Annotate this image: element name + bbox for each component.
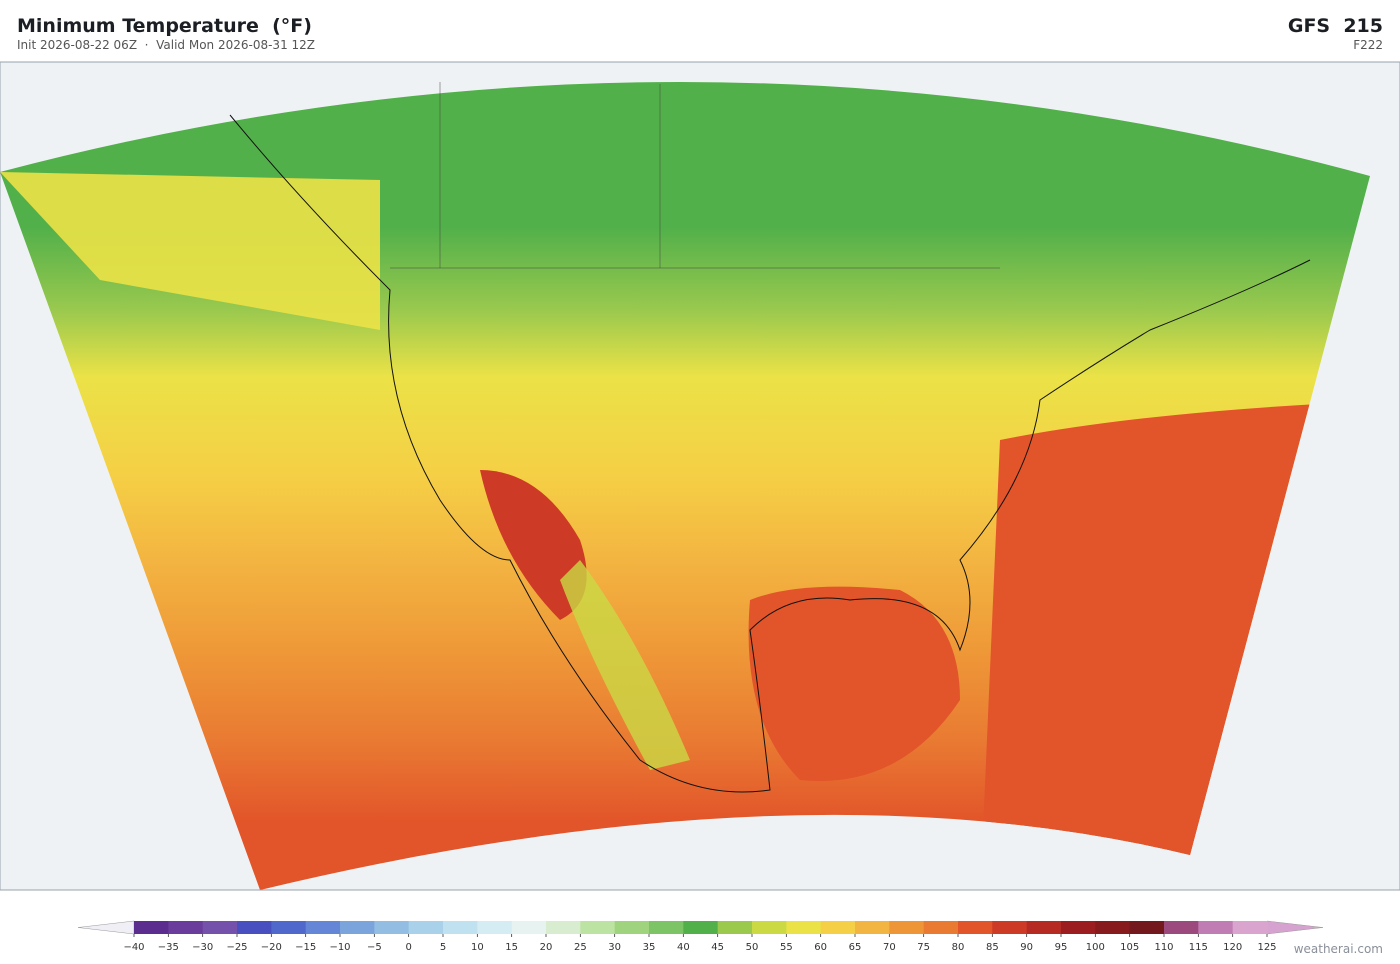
colorbar-tick-label: 40: [677, 942, 690, 953]
colorbar-tick-label: −40: [123, 942, 144, 953]
colorbar-tick-label: −30: [192, 942, 213, 953]
colorbar-tick-label: 45: [711, 942, 724, 953]
colorbar-bin: [374, 921, 410, 934]
colorbar-bin: [580, 921, 616, 934]
colorbar-bin: [786, 921, 822, 934]
colorbar-bin: [340, 921, 375, 934]
colorbar-bin: [237, 921, 272, 934]
colorbar-tick-label: 90: [1020, 942, 1033, 953]
colorbar-tick-label: −5: [367, 942, 382, 953]
colorbar-bin: [752, 921, 787, 934]
title: Minimum Temperature (°F): [17, 15, 312, 37]
colorbar-bin: [202, 921, 238, 934]
colorbar-over: [1266, 920, 1324, 935]
colorbar-bin: [511, 921, 547, 934]
colorbar-tick-label: 25: [574, 942, 587, 953]
colorbar-bin: [443, 921, 478, 934]
colorbar-tick-label: 80: [952, 942, 965, 953]
subtitle: Init 2026-08-22 06Z · Valid Mon 2026-08-…: [17, 38, 316, 52]
colorbar-tick-label: 105: [1120, 942, 1139, 953]
colorbar-tick-label: −15: [295, 942, 316, 953]
colorbar-bin: [958, 921, 993, 934]
colorbar-tick-label: 30: [608, 942, 621, 953]
colorbar-bin: [855, 921, 890, 934]
colorbar-bin: [923, 921, 959, 934]
colorbar-bin: [717, 921, 753, 934]
colorbar-tick-label: −25: [226, 942, 247, 953]
colorbar-tick-label: 125: [1257, 942, 1276, 953]
colorbar-tick-label: −35: [158, 942, 179, 953]
colorbar-bin: [1061, 921, 1096, 934]
colorbar-bin: [305, 921, 341, 934]
colorbar-bin: [1232, 921, 1268, 934]
colorbar-tick-label: 60: [814, 942, 827, 953]
colorbar-bin: [477, 921, 513, 934]
colorbar-tick-label: −10: [329, 942, 350, 953]
colorbar-tick-label: 20: [540, 942, 553, 953]
frame-label: F222: [1353, 38, 1383, 52]
model-label: GFS 215: [1287, 15, 1383, 37]
colorbar-tick-label: 75: [917, 942, 930, 953]
coastline: [229, 114, 1311, 793]
colorbar-tick-label: −20: [261, 942, 282, 953]
colorbar-tick-label: 100: [1086, 942, 1105, 953]
colorbar-tick-label: 5: [440, 942, 446, 953]
colorbar-tick-label: 65: [849, 942, 862, 953]
colorbar-bin: [1129, 921, 1165, 934]
colorbar-bin: [271, 921, 307, 934]
colorbar-under: [77, 920, 135, 935]
colorbar-bin: [992, 921, 1028, 934]
colorbar-bin: [1026, 921, 1062, 934]
colorbar-bin: [168, 921, 204, 934]
colorbar-tick-label: 70: [883, 942, 896, 953]
colorbar-tick-label: 85: [986, 942, 999, 953]
colorbar-tick-label: 50: [746, 942, 759, 953]
borders: [390, 82, 1000, 269]
colorbar-bin: [820, 921, 856, 934]
colorbar-bin: [614, 921, 650, 934]
map-frame: [0, 61, 1400, 891]
colorbar-bin: [649, 921, 684, 934]
colorbar-tick-label: 15: [505, 942, 518, 953]
colorbar-bin: [1164, 921, 1199, 934]
colorbar-tick-label: 115: [1189, 942, 1208, 953]
colorbar-bin: [546, 921, 581, 934]
colorbar-tick-label: 110: [1154, 942, 1173, 953]
colorbar-tick-label: 55: [780, 942, 793, 953]
colorbar-bin: [889, 921, 925, 934]
colorbar-tick-label: 95: [1055, 942, 1068, 953]
colorbar-tick-label: 35: [643, 942, 656, 953]
colorbar-tick-label: 120: [1223, 942, 1242, 953]
credit: weatherai.com: [1293, 942, 1383, 956]
colorbar-bin: [408, 921, 444, 934]
colorbar-bin: [1095, 921, 1131, 934]
colorbar-tick-label: 0: [405, 942, 411, 953]
colorbar-bin: [134, 921, 169, 934]
colorbar-bin: [1198, 921, 1234, 934]
colorbar-tick-label: 10: [471, 942, 484, 953]
colorbar-bin: [683, 921, 719, 934]
